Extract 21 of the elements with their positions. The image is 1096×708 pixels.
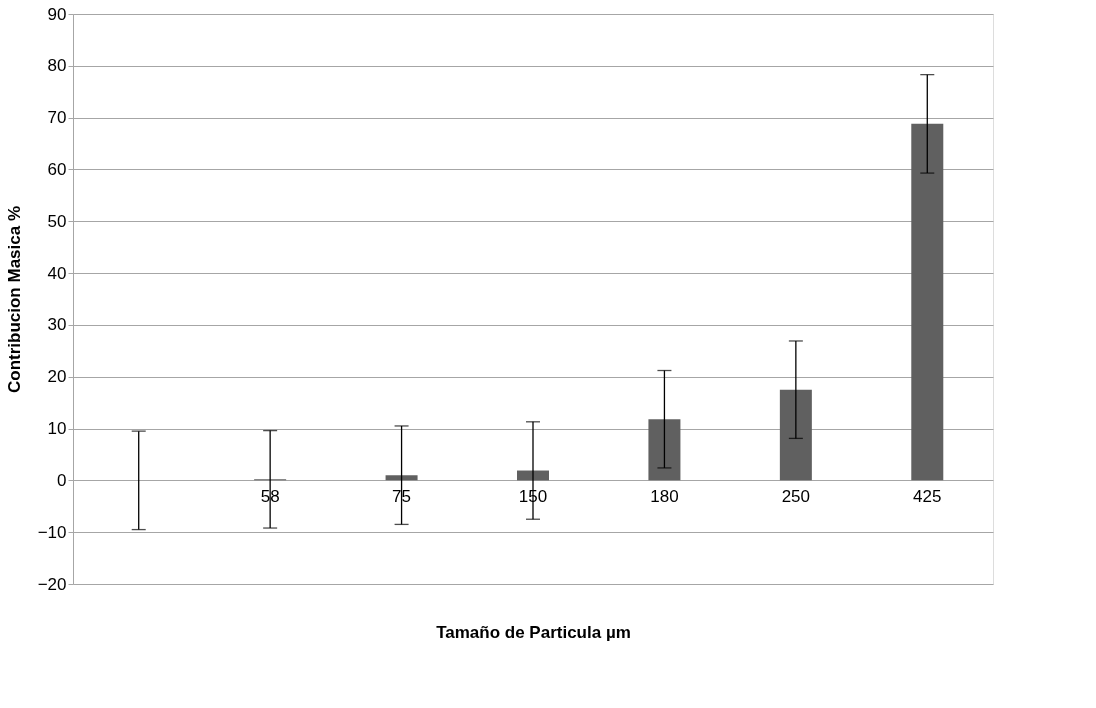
y-tick-label: 0	[57, 470, 67, 490]
y-tick-label: 20	[47, 367, 67, 387]
y-tick-label: 10	[47, 419, 67, 439]
bar	[911, 123, 944, 481]
y-tick-label: 70	[47, 108, 67, 128]
x-tick-label: 250	[781, 486, 811, 506]
x-tick-label: 180	[650, 486, 679, 506]
y-tick-label: 30	[47, 315, 67, 335]
bar	[385, 475, 418, 481]
y-tick-label: 80	[47, 56, 67, 76]
y-tick-label: 40	[47, 263, 67, 283]
y-tick-label: 60	[47, 159, 67, 179]
y-axis-title: Contribucion Masica %	[4, 205, 24, 394]
y-tick-label: 50	[47, 211, 67, 231]
x-axis-title: Tamaño de Particula µm	[436, 622, 631, 642]
bar	[779, 389, 812, 481]
bar	[648, 419, 681, 481]
y-tick-label: −10	[37, 522, 67, 542]
y-tick-label: −20	[37, 574, 67, 594]
y-tick-label: 90	[47, 4, 67, 24]
x-tick-label: 425	[913, 486, 942, 506]
